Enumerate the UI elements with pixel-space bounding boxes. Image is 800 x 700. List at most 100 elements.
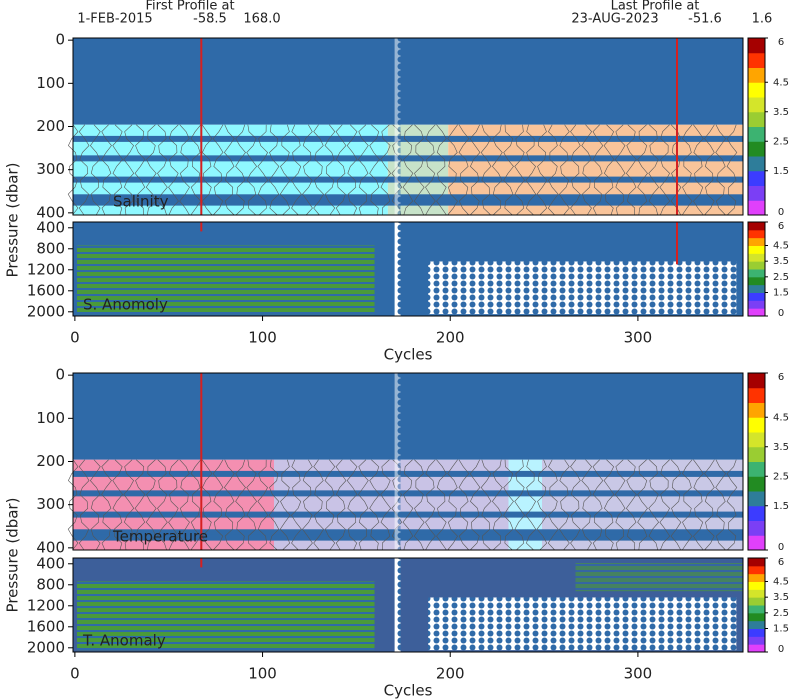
contour: [89, 459, 101, 551]
x-tick-label: 100: [248, 665, 277, 683]
colorbar-segment: [748, 261, 765, 270]
colorbar-segment: [748, 417, 765, 433]
colorbar-label: 0: [778, 308, 784, 319]
contour: [581, 124, 593, 216]
colorbar-segment: [748, 597, 765, 606]
colorbar-label: 0: [778, 644, 784, 655]
contour: [614, 459, 626, 551]
contour: [447, 459, 458, 551]
gap-column: [394, 558, 401, 652]
contour: [235, 459, 246, 551]
level-band: [73, 470, 743, 477]
colorbar-segment: [748, 432, 765, 448]
colorbar-segment: [748, 565, 765, 575]
contour: [101, 124, 112, 216]
contour: [402, 459, 414, 551]
y-tick-label: 400: [36, 554, 65, 572]
contour: [648, 459, 660, 551]
contour: [514, 459, 526, 551]
contour: [681, 459, 693, 551]
anomaly-dots: [428, 261, 737, 315]
contour: [101, 459, 112, 551]
level-band: [73, 135, 743, 142]
y-tick-label: 800: [36, 575, 65, 593]
contour: [536, 124, 548, 216]
contour: [223, 459, 235, 551]
x-tick-label: 200: [436, 329, 465, 347]
colorbar-segment: [748, 185, 765, 201]
level-band: [73, 534, 743, 541]
contour: [212, 459, 224, 551]
colorbar-segment: [748, 126, 765, 142]
first-lat: -58.5: [193, 12, 227, 27]
x-tick-label: 0: [70, 329, 80, 347]
colorbar-label: 4.5: [773, 412, 789, 423]
contour: [637, 459, 648, 551]
colorbar-label: 1.5: [773, 624, 789, 635]
colorbar-segment: [748, 636, 765, 645]
contour: [201, 124, 213, 216]
colorbar-segment: [748, 141, 765, 157]
contour: [89, 124, 101, 216]
y-tick-label: 300: [36, 495, 65, 513]
contour: [503, 459, 514, 551]
anomaly-stripes: [77, 245, 375, 315]
contour: [235, 124, 246, 216]
colorbar-segment: [748, 156, 765, 172]
panel-title: S. Anomoly: [83, 296, 168, 314]
contour: [246, 124, 258, 216]
y-tick-label: 400: [36, 203, 65, 221]
contour: [715, 124, 727, 216]
qc-column: [676, 38, 678, 215]
qc-column: [676, 222, 678, 265]
contour: [302, 459, 313, 551]
colorbar-frame: [747, 221, 766, 317]
colorbar-segment: [748, 612, 765, 622]
y-tick-label: 1200: [27, 260, 65, 278]
contour: [257, 124, 269, 216]
x-tick-label: 300: [624, 329, 653, 347]
contour: [458, 124, 470, 216]
contour: [491, 459, 503, 551]
contour: [670, 459, 682, 551]
qc-column: [200, 222, 203, 232]
y-tick-label: 800: [36, 239, 65, 257]
colorbar-segment: [748, 476, 765, 492]
contour: [704, 459, 715, 551]
y-tick-label: 100: [36, 74, 65, 92]
contour: [614, 124, 626, 216]
colorbar-frame: [747, 557, 766, 653]
colorbar-segment: [748, 237, 765, 246]
contour: [369, 459, 380, 551]
contour: [625, 459, 637, 551]
contour: [190, 124, 202, 216]
contour: [190, 459, 202, 551]
qc-column: [200, 558, 203, 568]
contour: [559, 124, 570, 216]
colorbar-label: 3.5: [773, 256, 789, 267]
gap-column: [394, 222, 401, 316]
contour: [380, 124, 392, 216]
colorbar-label: 3.5: [773, 107, 789, 118]
contour: [581, 459, 593, 551]
contour: [726, 124, 738, 216]
colorbar-segment: [748, 200, 765, 216]
upper-field: [73, 38, 743, 125]
colorbar-segment: [748, 373, 765, 389]
y-tick-label: 0: [55, 366, 65, 384]
contour: [469, 459, 481, 551]
contour: [648, 124, 660, 216]
heatmap: [67, 373, 743, 551]
contour: [168, 459, 179, 551]
qc-column: [200, 373, 203, 550]
colorbar-segment: [748, 308, 765, 317]
contour: [469, 124, 481, 216]
contour: [480, 124, 492, 216]
colorbar-segment: [748, 446, 765, 462]
contour: [157, 124, 168, 216]
contour: [715, 459, 727, 551]
x-tick-label: 0: [70, 665, 80, 683]
contour: [313, 124, 324, 216]
last-lon: 1.6: [752, 12, 773, 27]
contour: [346, 124, 358, 216]
